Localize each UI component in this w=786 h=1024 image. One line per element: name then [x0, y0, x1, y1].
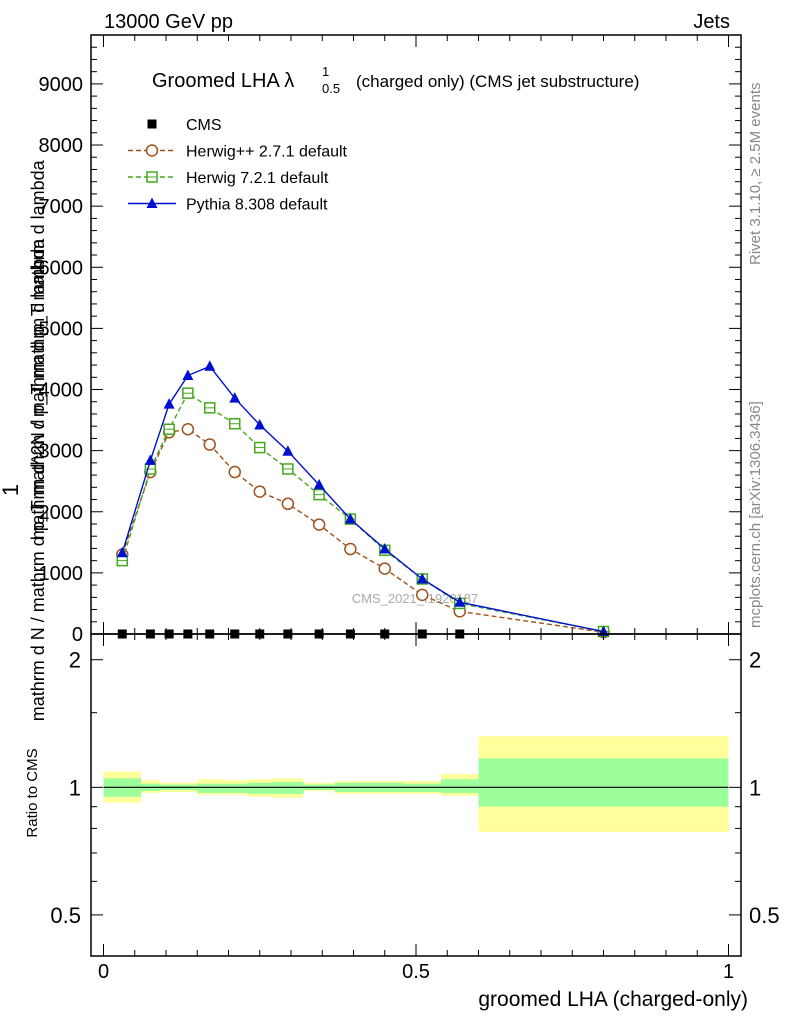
legend-label: Pythia 8.308 default [186, 197, 328, 214]
series-1-point [312, 518, 326, 531]
series-1-point [181, 422, 195, 436]
main-ytick-label: 5000 [39, 318, 84, 340]
main-ytick-label: 4000 [39, 380, 84, 402]
series-3-point [344, 513, 356, 524]
stat-uncertainty-band [222, 783, 248, 793]
title-rest: (charged only) (CMS jet substructure) [356, 72, 639, 91]
stat-uncertainty-band [478, 758, 729, 807]
legend-marker [145, 144, 159, 157]
main-ytick-label: 7000 [39, 196, 84, 218]
series-1-point [228, 465, 241, 479]
series-1-point [416, 588, 429, 602]
series-3-point [229, 392, 241, 403]
title-main: Groomed LHA λ [152, 70, 294, 92]
legend-label: Herwig 7.2.1 default [186, 170, 329, 187]
ratio-ytick-label-left: 0.5 [50, 903, 81, 928]
main-ytick-label: 0 [72, 624, 83, 646]
title-superscript: 1 [322, 64, 329, 79]
main-plot-area: CMS_2021_I1920187 0100020003000400050006… [39, 34, 742, 646]
main-ylabel-numerator: 1 [0, 484, 23, 496]
series-3-point [379, 543, 391, 554]
legend-label: CMS [186, 117, 222, 134]
main-ytick-label: 9000 [39, 74, 84, 96]
series-line-3 [121, 365, 604, 633]
series-3-point [163, 398, 175, 409]
main-ytick-label: 8000 [39, 135, 84, 157]
main-ytick-label: 1000 [39, 563, 84, 585]
stat-uncertainty-band [441, 779, 479, 793]
main-ylabel-denominator: mathrm d N / mathrm d p_T mathrm d p_T m… [28, 238, 49, 721]
main-ytick-label: 2000 [39, 502, 84, 524]
series-3-point [313, 478, 325, 490]
main-ylabel-top: mathrm d^2N / mathrm d p_T mathrm d lamb… [28, 159, 49, 539]
series-3-point [144, 454, 156, 465]
series-1-point [203, 438, 216, 451]
series-1-point [378, 562, 391, 575]
ratio-ylabel: Ratio to CMS [24, 748, 41, 837]
series-1-point [281, 497, 295, 511]
ratio-ytick-label-right: 1 [749, 775, 761, 800]
stat-uncertainty-band [197, 783, 223, 793]
legend-marker [146, 197, 158, 208]
series-1-point [344, 542, 357, 556]
title-subscript: 0.5 [322, 81, 340, 96]
ratio-plot-area: 0.5 0.5 1 1 2 2 0 0.5 1 [50, 633, 780, 983]
series-1-point [253, 485, 266, 498]
main-ytick-label: 6000 [39, 257, 84, 279]
ratio-ytick-label-left: 1 [69, 775, 81, 800]
header-jets: Jets [693, 11, 730, 33]
main-ylabel: mathrm d^2N / mathrm d p_T mathrm d lamb… [0, 159, 49, 721]
main-ytick-label: 3000 [39, 441, 84, 463]
header-energy: 13000 GeV pp [104, 11, 233, 33]
ratio-xtick-label: 1 [723, 961, 734, 983]
rivet-version-label: Rivet 3.1.10, ≥ 2.5M events [747, 83, 764, 266]
ratio-ytick-label-right: 2 [749, 648, 761, 673]
mcplots-label: mcplots.cern.ch [arXiv:1306.3436] [747, 401, 764, 628]
series-3-point [182, 369, 194, 380]
series-3-point [204, 360, 216, 371]
series-3-point [254, 418, 266, 430]
series-3-point [282, 445, 294, 456]
ratio-ytick-label-left: 2 [69, 648, 81, 673]
ratio-xtick-label: 0 [98, 961, 109, 983]
legend: CMS Herwig++ 2.7.1 default Herwig 7.2.1 de… [128, 117, 348, 214]
plot-title: Groomed LHA λ 1 0.5 (charged only) (CMS … [152, 64, 639, 96]
legend-label: Herwig++ 2.7.1 default [186, 144, 348, 161]
legend-marker [147, 119, 157, 129]
ratio-xlabel: groomed LHA (charged-only) [478, 988, 748, 1011]
ratio-xtick-label: 0.5 [402, 961, 430, 983]
stat-uncertainty-band [247, 782, 273, 794]
series-3-point [416, 572, 428, 584]
series-3-point [116, 546, 128, 558]
ratio-ytick-label-right: 0.5 [749, 903, 780, 928]
series-3-point [454, 596, 466, 607]
